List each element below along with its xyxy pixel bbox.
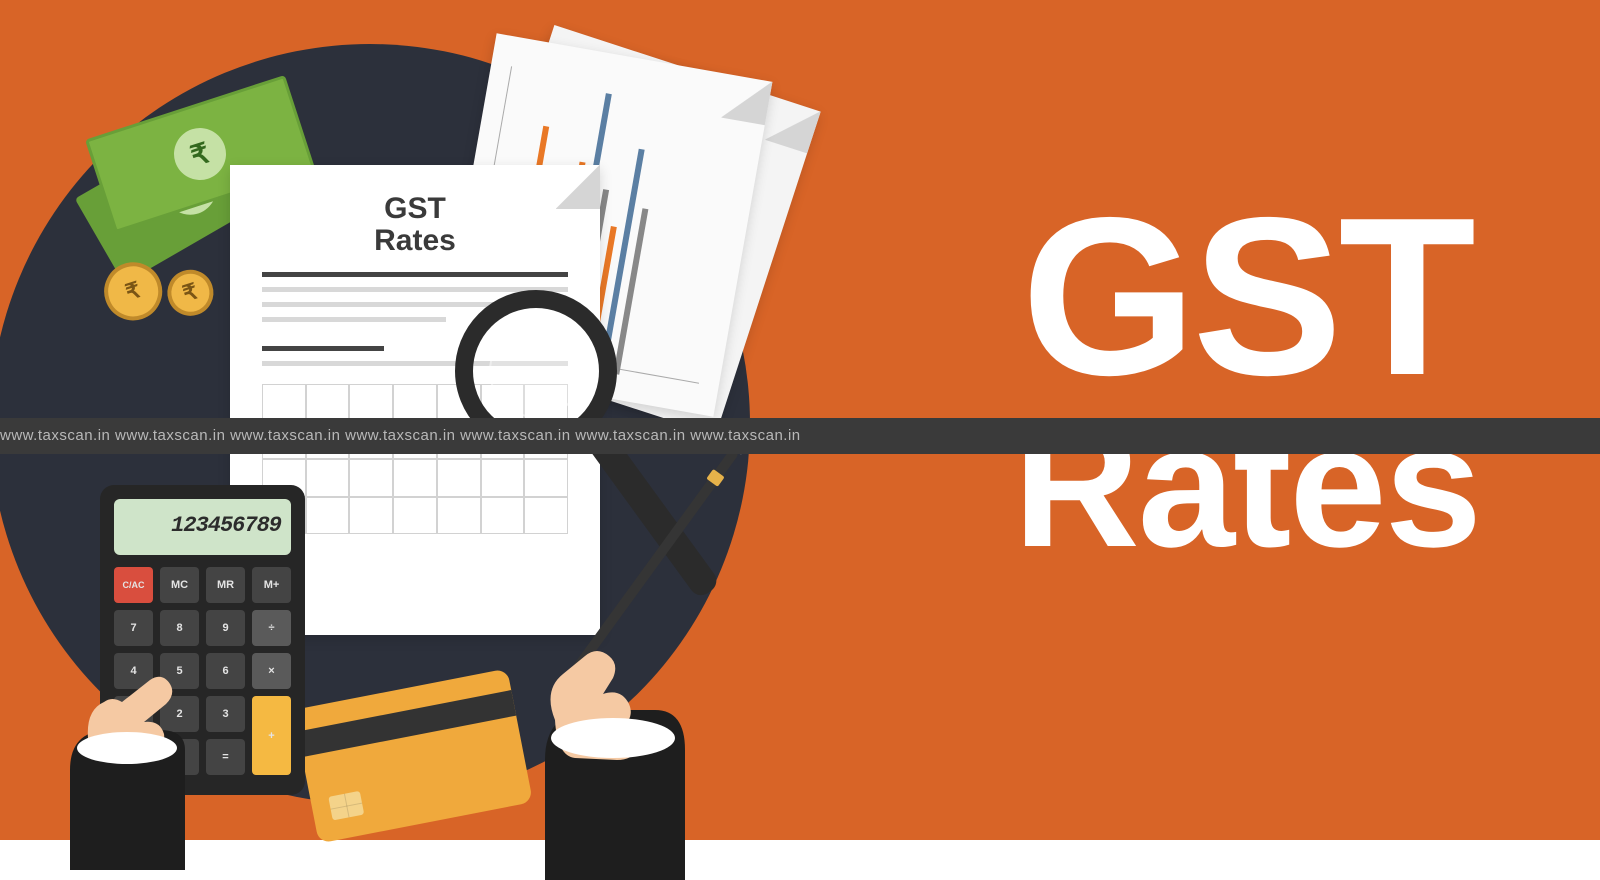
calculator-display: 123456789 <box>114 499 291 555</box>
text-line <box>262 317 446 322</box>
calc-key: M+ <box>252 567 291 603</box>
calc-key: MC <box>160 567 199 603</box>
infographic-canvas: ₹ ₹ ₹ ₹ GST Rates 123456789 C/ACMCMRM+78… <box>0 0 1600 840</box>
calc-key: ÷ <box>252 610 291 646</box>
page-fold-icon <box>556 165 600 209</box>
hand-right-icon <box>435 580 735 880</box>
text-line <box>262 346 384 351</box>
calc-key: × <box>252 653 291 689</box>
title-line-1: GST <box>1013 190 1480 404</box>
rupee-icon: ₹ <box>167 121 233 187</box>
calc-key: MR <box>206 567 245 603</box>
text-line <box>262 272 568 277</box>
watermark-band: www.taxscan.in www.taxscan.in www.taxsca… <box>0 418 1600 454</box>
hand-left-icon <box>10 610 250 870</box>
document-title: GST Rates <box>262 193 568 256</box>
calc-key: C/AC <box>114 567 153 603</box>
main-title: GST Rates <box>1013 190 1480 570</box>
card-chip-icon <box>328 791 364 821</box>
calc-key: + <box>252 696 291 775</box>
